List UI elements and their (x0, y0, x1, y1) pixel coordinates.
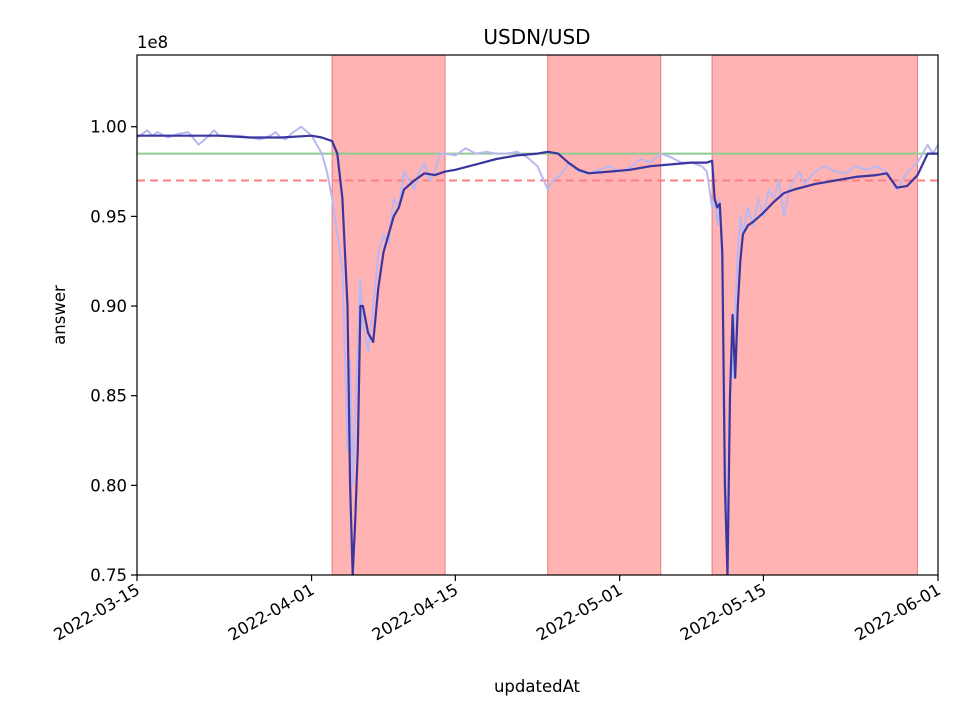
shaded-region-3 (711, 54, 918, 576)
x-tick-label: 2022-05-15 (677, 580, 770, 644)
plot-area (137, 125, 938, 575)
x-tick-label: 2022-04-01 (225, 580, 318, 644)
x-tick-label: 2022-06-01 (851, 580, 944, 644)
y-tick-label: 0.90 (90, 297, 127, 316)
plot-frame (136, 54, 939, 576)
shaded-region-2 (547, 54, 662, 576)
y-tick-label: 0.85 (90, 387, 127, 406)
x-tick-label: 2022-05-01 (533, 580, 626, 644)
x-axis-label: updatedAt (494, 677, 581, 696)
y-axis: 0.75 0.80 0.85 0.90 0.95 1.00 (90, 118, 137, 585)
y-tick-label: 0.80 (90, 476, 127, 495)
x-tick-label: 2022-03-15 (50, 580, 143, 644)
series-line-raw (137, 125, 938, 575)
series-line-smoothed (137, 134, 938, 575)
y-multiplier-label: 1e8 (137, 33, 168, 52)
y-tick-label: 1.00 (90, 118, 127, 137)
x-axis: 2022-03-15 2022-04-01 2022-04-15 2022-05-01… (50, 575, 944, 644)
y-axis-label: answer (50, 285, 69, 345)
y-tick-label: 0.75 (90, 566, 127, 585)
chart-title: USDN/USD (483, 25, 590, 49)
y-tick-label: 0.95 (90, 207, 127, 226)
shaded-regions (331, 54, 918, 576)
shaded-region-1 (331, 54, 446, 576)
x-tick-label: 2022-04-15 (369, 580, 462, 644)
